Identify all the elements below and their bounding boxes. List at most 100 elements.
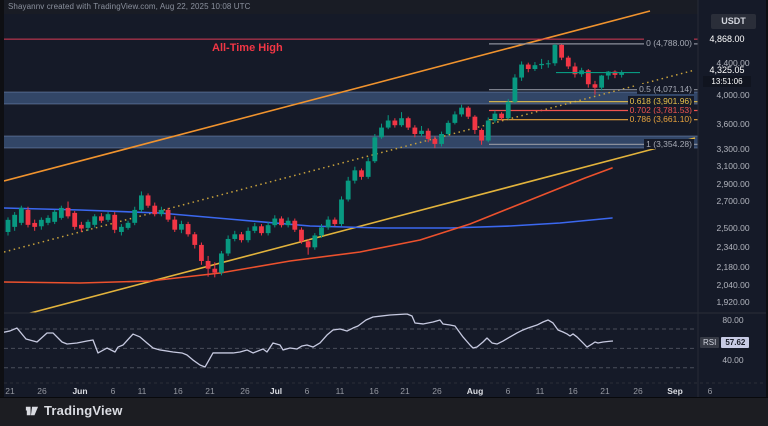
candle-body [479, 129, 484, 141]
candle-body [92, 216, 98, 225]
candle-body [205, 260, 211, 269]
candle-body [332, 219, 338, 225]
footer-strip: TradingView [0, 397, 768, 426]
candle-body [432, 138, 438, 144]
candle-body [212, 268, 218, 273]
candle-body [259, 226, 264, 234]
candle-body [279, 218, 284, 226]
candle-body [439, 133, 444, 144]
candle-body [599, 75, 605, 88]
candle-body [492, 113, 498, 121]
candle-body [12, 214, 18, 227]
candle-body [239, 234, 244, 241]
candle-body [525, 64, 531, 70]
candle-body [539, 63, 544, 66]
candle-body [545, 63, 551, 65]
candle-body [152, 205, 158, 215]
candle-body [72, 212, 78, 227]
candle-body [352, 170, 358, 181]
currency-toggle-button[interactable]: USDT [711, 14, 756, 29]
candle-body [219, 253, 224, 273]
candle-body [419, 130, 424, 134]
candle-body [399, 118, 404, 126]
candle-body [5, 219, 11, 232]
tradingview-logo-text: TradingView [44, 403, 123, 418]
candle-body [125, 222, 131, 228]
candle-body [45, 217, 51, 223]
chart-background [4, 0, 766, 397]
candle-body [385, 120, 391, 128]
candle-body [359, 170, 364, 177]
candle-body [499, 113, 504, 119]
candle-body [485, 120, 491, 141]
candle-body [472, 116, 478, 130]
candle-body [392, 120, 398, 126]
candle-body [132, 209, 138, 223]
candle-body [552, 44, 558, 64]
candle-body [192, 234, 198, 245]
candle-body [299, 229, 304, 242]
price-band [4, 136, 698, 148]
candle-body [172, 219, 178, 230]
candle-body [305, 241, 311, 248]
dotted-trendline [4, 69, 696, 253]
tradingview-logo-icon [25, 406, 39, 416]
candle-body [285, 220, 291, 226]
candle-body [325, 219, 331, 228]
rsi-line [4, 313, 614, 368]
candle-body [532, 65, 538, 70]
rsi-pane[interactable] [0, 313, 695, 369]
candle-body [232, 234, 238, 239]
candle-body [465, 107, 471, 117]
candle-body [18, 207, 24, 223]
candle-body [98, 216, 104, 221]
candle-body [365, 161, 371, 177]
candle-body [505, 101, 511, 119]
ma-blue-line [4, 207, 613, 229]
lower-trendline [27, 137, 696, 313]
tradingview-logo[interactable]: TradingView [24, 403, 123, 418]
candle-body [412, 127, 418, 134]
candle-body [592, 84, 598, 88]
ma-red-line [4, 167, 613, 284]
candle-body [425, 130, 431, 139]
candle-body [572, 66, 578, 75]
candle-body [118, 226, 124, 232]
candle-body [559, 44, 565, 58]
candle-body [179, 224, 184, 230]
candle-body [272, 218, 278, 226]
candle-body [159, 209, 164, 215]
candle-body [445, 122, 451, 134]
candle-body [199, 244, 204, 261]
candle-body [605, 71, 611, 76]
candle-body [265, 225, 271, 234]
candle-body [25, 209, 31, 225]
candle-body [612, 71, 618, 75]
candle-body [339, 199, 344, 225]
attribution-strip [4, 0, 698, 14]
candle-body [519, 64, 524, 78]
candle-body [52, 211, 58, 222]
candle-body [312, 235, 318, 248]
candle-body [78, 224, 84, 229]
candle-body [345, 180, 351, 200]
candle-body [565, 57, 571, 67]
candle-body [372, 137, 378, 162]
candle-body [292, 220, 298, 230]
candle-body [245, 230, 251, 241]
candle-body [105, 214, 111, 220]
candle-body [405, 118, 411, 128]
candle-body [512, 77, 518, 102]
candle-body [139, 195, 144, 210]
candle-body [585, 70, 591, 85]
candle-body [112, 214, 118, 230]
candle-body [185, 224, 191, 235]
candle-body [319, 227, 324, 236]
candle-body [619, 72, 625, 75]
candle-body [32, 222, 38, 227]
candle-body [58, 207, 64, 218]
price-band [4, 92, 698, 104]
candle-body [65, 207, 71, 217]
